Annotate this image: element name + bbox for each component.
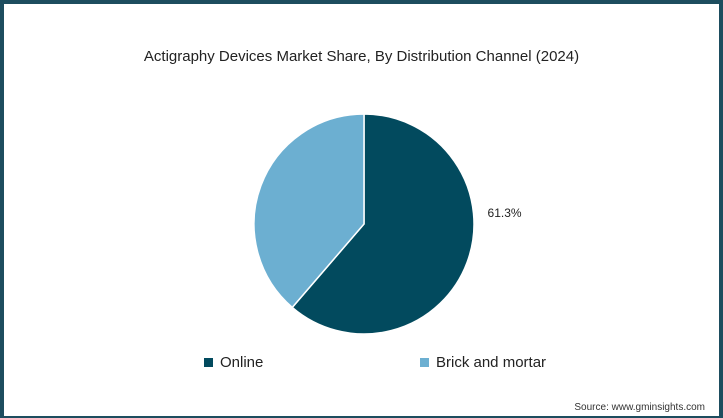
pie-chart: 61.3% (253, 113, 522, 335)
source-note: Source: www.gminsights.com (574, 402, 705, 413)
pie-slice-brick-and-mortar (253, 113, 365, 309)
legend-item-brick-and-mortar: Brick and mortar (420, 354, 546, 371)
legend-swatch-brick-and-mortar (420, 358, 429, 367)
legend-label-brick-and-mortar: Brick and mortar (436, 354, 547, 371)
legend-swatch-online (204, 358, 213, 367)
pie-slice-online (291, 113, 475, 335)
legend-label-online: Online (220, 354, 264, 371)
data-label-online: 61.3% (488, 206, 522, 220)
legend-item-online: Online (204, 354, 263, 371)
legend: Online Brick and mortar (4, 354, 719, 376)
chart-title: Actigraphy Devices Market Share, By Dist… (143, 48, 580, 65)
